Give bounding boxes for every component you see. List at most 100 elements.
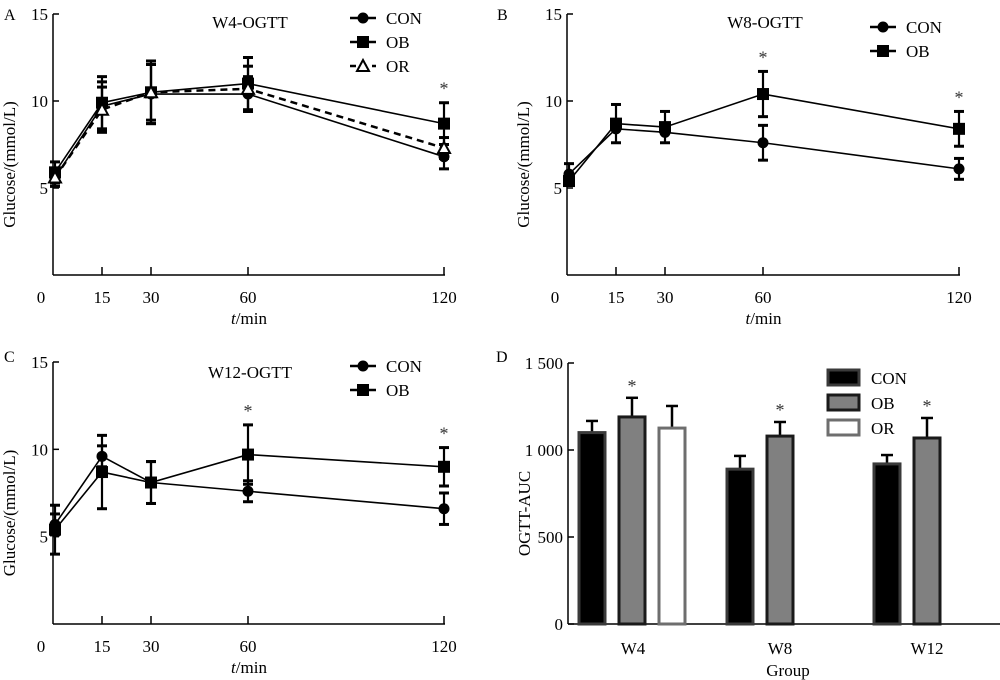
y-tick-label: 5 xyxy=(40,528,49,547)
significance-marker: * xyxy=(628,376,637,396)
y-tick-label: 0 xyxy=(555,615,564,634)
bar-w4-con xyxy=(577,419,607,626)
y-tick-label: 10 xyxy=(545,92,562,111)
significance-marker: * xyxy=(244,401,253,421)
legend-label: CON xyxy=(871,369,907,388)
bar-w4-ob xyxy=(617,396,647,626)
bar xyxy=(617,415,647,626)
x-axis-label: t/min xyxy=(231,658,267,677)
legend-swatch xyxy=(826,418,861,437)
x-axis-label: t/min xyxy=(746,309,782,328)
y-axis-label: Glucose/(mmol/L) xyxy=(514,101,533,228)
x-tick-label: 120 xyxy=(946,288,972,307)
series-con xyxy=(563,123,965,187)
legend-item-ob: OB xyxy=(350,381,410,400)
data-point xyxy=(47,169,63,184)
bar-w4-or xyxy=(657,404,687,626)
significance-marker: * xyxy=(923,396,932,416)
bar xyxy=(577,431,607,626)
x-tick-label: 60 xyxy=(755,288,772,307)
y-tick-label: 15 xyxy=(545,5,562,24)
y-tick-label: 5 xyxy=(554,179,563,198)
legend-item-con: CON xyxy=(870,18,942,37)
legend-item-ob: OB xyxy=(826,393,895,413)
data-point xyxy=(438,117,450,130)
y-tick-label: 500 xyxy=(538,528,564,547)
x-tick-label: W8 xyxy=(768,639,793,658)
legend-item-con: CON xyxy=(826,368,907,388)
legend-label: OB xyxy=(871,394,895,413)
chart-title: W8-OGTT xyxy=(727,13,803,32)
data-point xyxy=(94,101,110,116)
x-tick-label: 0 xyxy=(37,288,46,307)
legend-item-or: OR xyxy=(826,418,895,438)
bar-w12-con xyxy=(872,453,902,626)
chart-title: W4-OGTT xyxy=(212,13,288,32)
significance-marker: * xyxy=(440,79,449,99)
y-tick-label: 15 xyxy=(31,353,48,372)
chart-title: W12-OGTT xyxy=(208,363,293,382)
legend-label: OR xyxy=(386,57,410,76)
y-axis-label: OGTT-AUC xyxy=(515,471,534,556)
x-tick-label: 0 xyxy=(551,288,560,307)
legend-marker xyxy=(357,360,369,372)
legend-label: OB xyxy=(386,33,410,52)
data-point xyxy=(240,80,256,95)
y-axis-label: Glucose/(mmol/L) xyxy=(0,450,19,577)
legend-item-ob: OB xyxy=(870,42,930,61)
legend-marker xyxy=(357,36,369,48)
significance-marker: * xyxy=(955,87,964,107)
data-point xyxy=(242,448,254,461)
legend-label: CON xyxy=(386,9,422,28)
data-point xyxy=(659,121,671,134)
x-tick-label: 15 xyxy=(94,637,111,656)
panel-letter: B xyxy=(497,7,508,24)
significance-marker: * xyxy=(776,400,785,420)
data-point xyxy=(953,163,965,175)
legend-label: CON xyxy=(906,18,942,37)
data-point xyxy=(242,485,254,497)
legend-swatch xyxy=(826,393,861,412)
legend-marker xyxy=(355,57,371,72)
y-tick-label: 5 xyxy=(40,179,49,198)
x-tick-label: 60 xyxy=(240,288,257,307)
y-tick-label: 10 xyxy=(31,92,48,111)
series-ob xyxy=(563,69,965,188)
bar-w12-ob xyxy=(912,416,942,626)
series-ob xyxy=(49,423,450,556)
significance-marker: * xyxy=(759,47,768,67)
x-tick-label: W4 xyxy=(621,639,646,658)
bar xyxy=(765,434,795,626)
legend-item-con: CON xyxy=(350,357,422,376)
series-line xyxy=(53,87,445,179)
data-point xyxy=(49,523,61,536)
x-tick-label: W12 xyxy=(910,639,943,658)
bar xyxy=(725,467,755,626)
x-tick-label: 30 xyxy=(143,288,160,307)
series-line xyxy=(54,93,445,179)
y-axis-label: Glucose/(mmol/L) xyxy=(0,101,19,228)
legend-marker xyxy=(357,12,369,24)
x-tick-label: 120 xyxy=(431,637,457,656)
data-point xyxy=(757,88,769,101)
panel-letter: C xyxy=(4,349,15,366)
legend-swatch xyxy=(826,368,861,387)
bar xyxy=(872,462,902,626)
data-point xyxy=(143,84,159,99)
legend-label: OR xyxy=(871,419,895,438)
legend-marker xyxy=(877,45,889,57)
x-axis-label: Group xyxy=(766,661,809,680)
x-tick-label: 0 xyxy=(37,637,46,656)
y-tick-label: 15 xyxy=(31,5,48,24)
legend-label: OB xyxy=(906,42,930,61)
x-tick-label: 120 xyxy=(431,288,457,307)
panel-b: B 5 10 15 Glucose/(mmol/L) 0 15 30 60 120 t/min W8-… xyxy=(497,5,972,328)
bar-w8-ob xyxy=(765,420,795,626)
x-axis-label: t/min xyxy=(231,309,267,328)
x-tick-label: 60 xyxy=(240,637,257,656)
legend-label: CON xyxy=(386,357,422,376)
series-or xyxy=(47,62,452,188)
data-point xyxy=(757,137,769,149)
data-point xyxy=(563,175,575,188)
